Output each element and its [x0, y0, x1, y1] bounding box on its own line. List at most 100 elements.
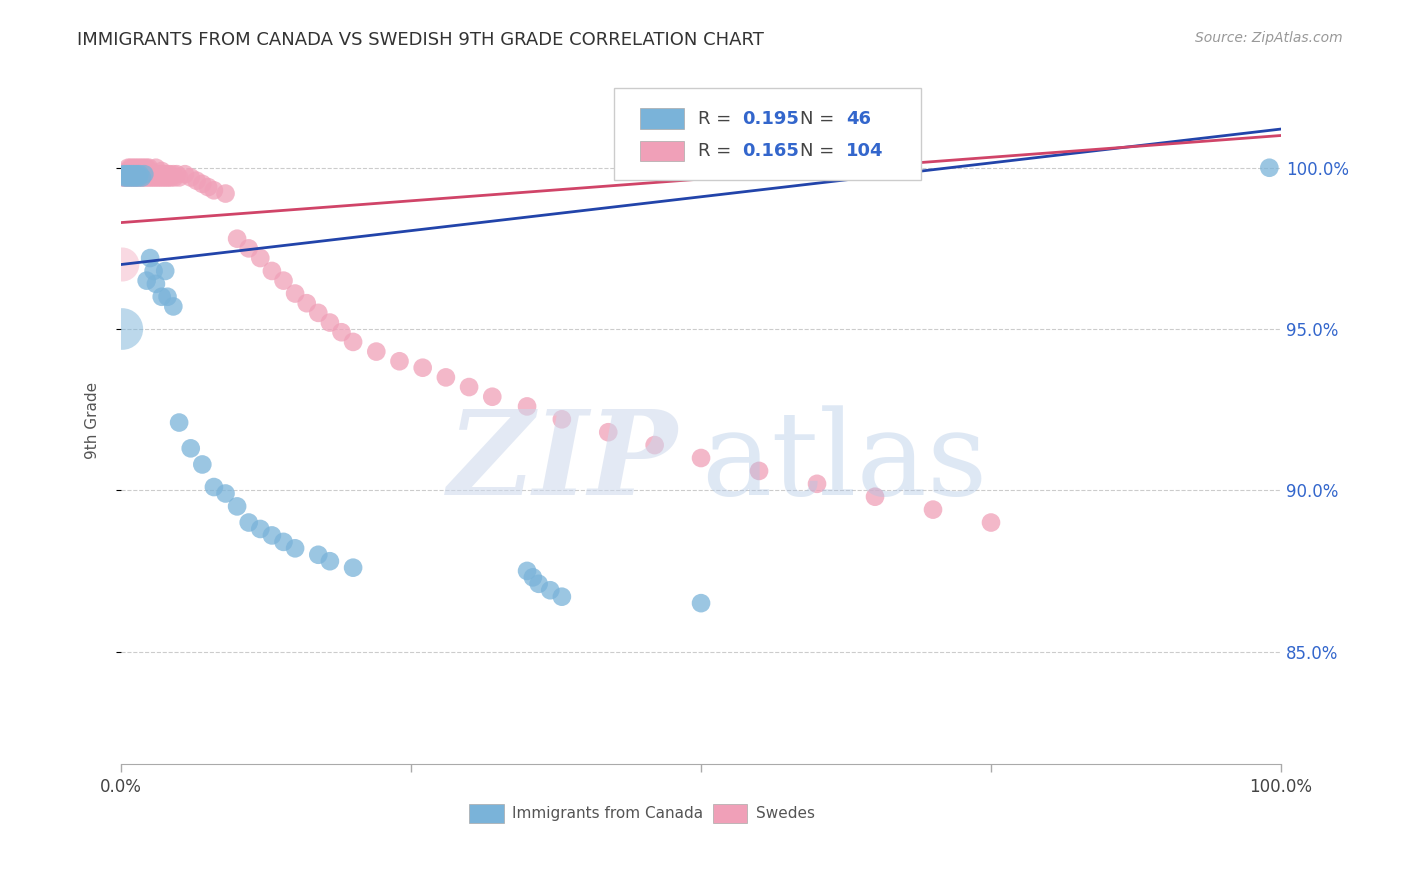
Point	[117, 167, 139, 181]
Point	[127, 161, 149, 175]
Point	[598, 425, 620, 440]
Y-axis label: 9th Grade: 9th Grade	[86, 383, 100, 459]
Point	[748, 464, 770, 478]
Point	[148, 170, 170, 185]
Point	[135, 167, 157, 181]
Point	[148, 167, 170, 181]
Point	[134, 170, 156, 185]
Point	[273, 274, 295, 288]
Point	[142, 167, 165, 181]
Point	[132, 170, 155, 185]
Point	[167, 416, 190, 430]
Point	[197, 180, 219, 194]
Point	[160, 170, 183, 185]
Point	[122, 170, 145, 185]
Point	[121, 164, 143, 178]
Point	[157, 170, 180, 185]
Point	[117, 161, 139, 175]
Point	[142, 264, 165, 278]
Bar	[713, 805, 748, 823]
Point	[128, 170, 150, 185]
Point	[481, 390, 503, 404]
Text: atlas: atlas	[702, 405, 987, 519]
Point	[522, 570, 544, 584]
Point	[342, 334, 364, 349]
Point	[412, 360, 434, 375]
Point	[131, 167, 153, 181]
Text: 104: 104	[846, 142, 883, 160]
Point	[226, 500, 249, 514]
Bar	[640, 108, 683, 129]
Point	[516, 564, 538, 578]
Text: IMMIGRANTS FROM CANADA VS SWEDISH 9TH GRADE CORRELATION CHART: IMMIGRANTS FROM CANADA VS SWEDISH 9TH GR…	[77, 31, 765, 49]
Point	[238, 241, 260, 255]
Point	[214, 186, 236, 201]
Point	[273, 534, 295, 549]
Point	[141, 167, 163, 181]
Point	[115, 170, 138, 185]
Point	[644, 438, 666, 452]
Point	[128, 167, 150, 181]
Point	[120, 167, 142, 181]
Point	[136, 164, 159, 178]
Point	[307, 306, 329, 320]
Point	[249, 251, 271, 265]
Point	[118, 170, 141, 185]
Point	[1258, 161, 1281, 175]
Point	[112, 167, 135, 181]
Point	[186, 174, 208, 188]
Point	[128, 164, 150, 178]
Point	[117, 167, 139, 181]
Text: N =: N =	[800, 142, 834, 160]
Point	[129, 170, 152, 185]
Point	[122, 170, 145, 185]
Text: R =: R =	[697, 110, 737, 128]
Point	[114, 170, 136, 185]
Point	[458, 380, 481, 394]
Point	[134, 161, 156, 175]
Point	[516, 400, 538, 414]
Point	[202, 480, 225, 494]
Point	[135, 161, 157, 175]
Text: 0.165: 0.165	[741, 142, 799, 160]
Point	[121, 170, 143, 185]
Point	[129, 164, 152, 178]
Point	[319, 316, 342, 330]
Point	[120, 161, 142, 175]
Text: N =: N =	[800, 110, 834, 128]
Bar	[470, 805, 503, 823]
Point	[121, 167, 143, 181]
Point	[295, 296, 318, 310]
Point	[226, 232, 249, 246]
Point	[149, 167, 172, 181]
Point	[128, 170, 150, 185]
Point	[111, 258, 134, 272]
Point	[152, 167, 174, 181]
Point	[155, 264, 177, 278]
Point	[111, 322, 134, 336]
Point	[128, 167, 150, 181]
Point	[131, 170, 153, 185]
Point	[112, 167, 135, 181]
Point	[319, 554, 342, 568]
Point	[159, 167, 181, 181]
Point	[166, 167, 188, 181]
Point	[124, 167, 146, 181]
Point	[125, 170, 148, 185]
Point	[114, 167, 136, 181]
Point	[114, 167, 136, 181]
Point	[138, 161, 160, 175]
Point	[551, 590, 574, 604]
Point	[366, 344, 388, 359]
Point	[111, 170, 134, 185]
Point	[342, 560, 364, 574]
Point	[163, 170, 186, 185]
Point	[150, 290, 173, 304]
Point	[132, 164, 155, 178]
Point	[214, 486, 236, 500]
Point	[120, 167, 142, 181]
Point	[125, 164, 148, 178]
Point	[127, 167, 149, 181]
Point	[134, 164, 156, 178]
Text: 0.195: 0.195	[741, 110, 799, 128]
